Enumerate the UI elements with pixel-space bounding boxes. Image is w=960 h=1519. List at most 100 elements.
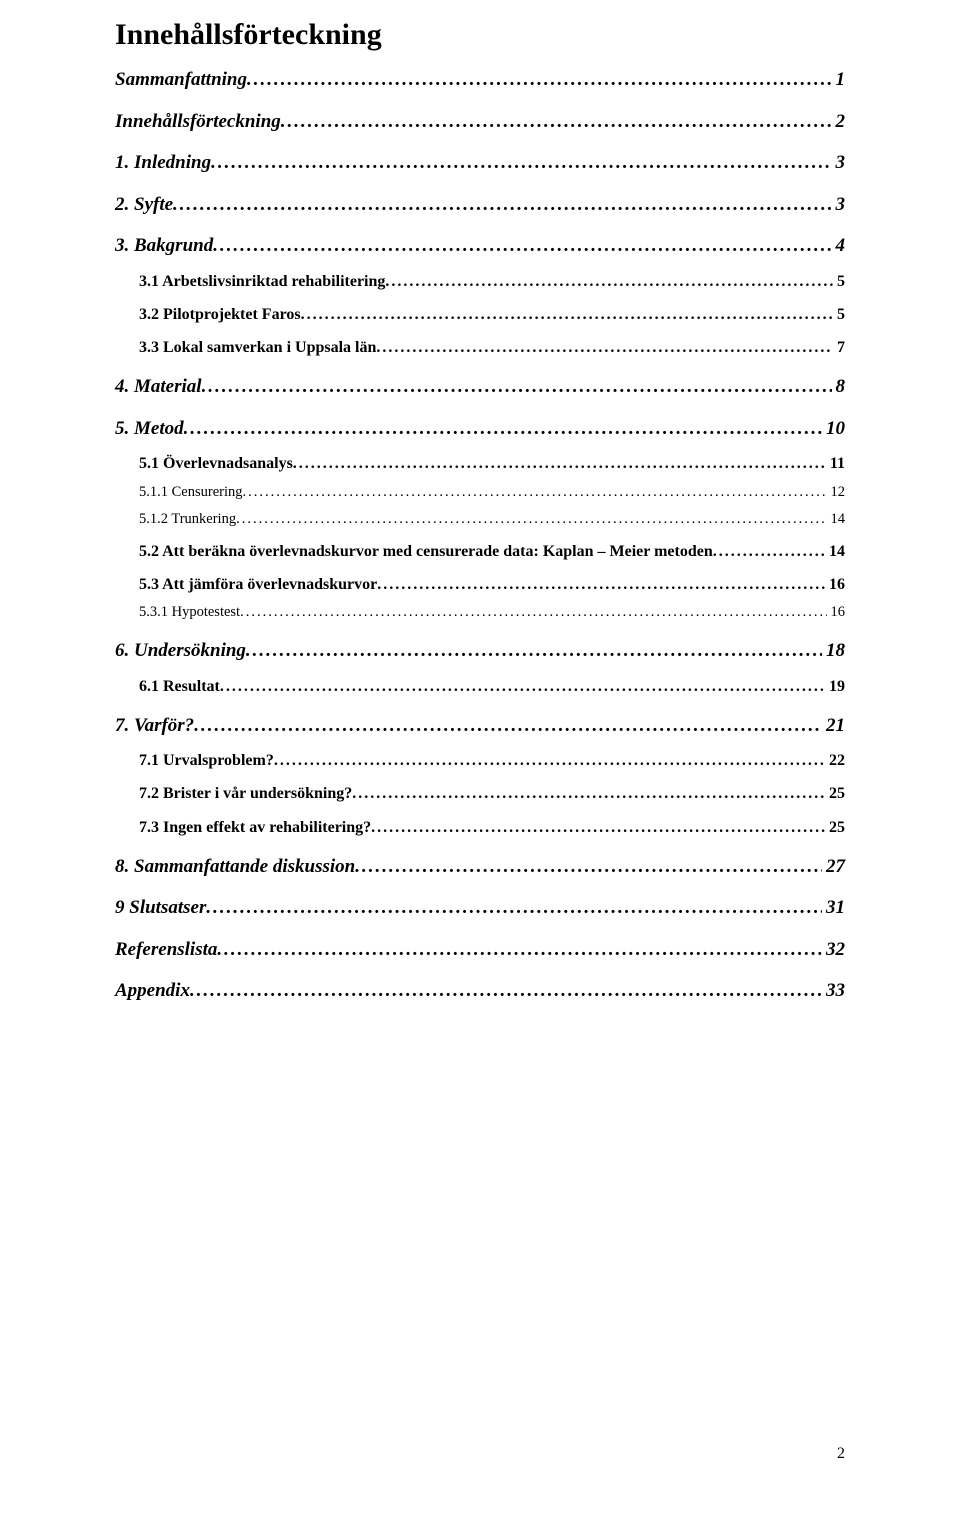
toc-entry-page: 31	[822, 894, 845, 922]
toc-leader: ........................................…	[211, 149, 831, 177]
toc-entry: Sammanfattning .........................…	[115, 66, 845, 94]
toc-entry-page: 16	[827, 602, 846, 623]
toc-entry: 7.1 Urvalsproblem? .....................…	[115, 749, 845, 772]
toc-entry: 3.1 Arbetslivsinriktad rehabilitering ..…	[115, 270, 845, 293]
toc-entry-page: 7	[833, 336, 845, 359]
toc-entry: 6.1 Resultat ...........................…	[115, 675, 845, 698]
toc-leader: ........................................…	[355, 853, 822, 881]
toc-leader: ........................................…	[371, 816, 825, 839]
toc-entry: 5.2 Att beräkna överlevnadskurvor med ce…	[115, 540, 845, 563]
toc-entry: 3. Bakgrund ............................…	[115, 232, 845, 260]
toc-leader: ........................................…	[243, 482, 827, 503]
toc-leader: ........................................…	[240, 602, 826, 623]
toc-entry-label: 6.1 Resultat	[139, 675, 220, 698]
toc-leader: ........................................…	[173, 191, 831, 219]
toc-entry: Innehållsförteckning ...................…	[115, 108, 845, 136]
toc-entry: 7.2 Brister i vår undersökning? ........…	[115, 782, 845, 805]
toc-entry-page: 32	[822, 936, 845, 964]
toc-entry: 5. Metod ...............................…	[115, 415, 845, 443]
toc-leader: ........................................…	[220, 675, 825, 698]
toc-leader: ........................................…	[247, 66, 832, 94]
toc-entry: 5.1.1 Censurering ......................…	[115, 482, 845, 503]
toc-leader: ........................................…	[246, 637, 822, 665]
toc-leader: ........................................…	[206, 894, 822, 922]
toc-entry: 5.1 Överlevnadsanalys ..................…	[115, 452, 845, 475]
toc-entry-page: 3	[832, 191, 846, 219]
toc-entry-page: 14	[825, 540, 845, 563]
toc-entry: 6. Undersökning ........................…	[115, 637, 845, 665]
toc-entry-page: 1	[832, 66, 846, 94]
toc-leader: ........................................…	[352, 782, 825, 805]
toc-leader: ........................................…	[190, 977, 822, 1005]
toc-entry-label: 5.2 Att beräkna överlevnadskurvor med ce…	[139, 540, 713, 563]
toc-leader: ........................................…	[281, 108, 832, 136]
toc-entry-label: Appendix	[115, 977, 190, 1005]
toc-leader: ........................................…	[293, 452, 826, 475]
toc-leader: ........................................…	[213, 232, 831, 260]
toc-entry-page: 33	[822, 977, 845, 1005]
toc-entry-label: 7.1 Urvalsproblem?	[139, 749, 274, 772]
toc-leader: ........................................…	[301, 303, 833, 326]
toc-entry-label: Referenslista	[115, 936, 217, 964]
toc-leader: ........................................…	[713, 540, 825, 563]
toc-entry-page: 4	[832, 232, 846, 260]
toc-entry-page: 25	[825, 816, 845, 839]
toc-entry-page: 8	[832, 373, 846, 401]
toc-entry-label: 5.1 Överlevnadsanalys	[139, 452, 293, 475]
toc-entry-label: Sammanfattning	[115, 66, 247, 94]
table-of-contents: Sammanfattning .........................…	[115, 66, 845, 1005]
toc-entry-page: 11	[826, 452, 845, 475]
toc-entry: 9 Slutsatser ...........................…	[115, 894, 845, 922]
toc-entry: Referenslista ..........................…	[115, 936, 845, 964]
toc-entry-label: 3.2 Pilotprojektet Faros	[139, 303, 301, 326]
toc-entry: 7.3 Ingen effekt av rehabilitering? ....…	[115, 816, 845, 839]
toc-entry-label: 6. Undersökning	[115, 637, 246, 665]
toc-entry-page: 16	[825, 573, 845, 596]
toc-entry-page: 14	[827, 509, 846, 530]
toc-entry-page: 18	[822, 637, 845, 665]
toc-entry-label: 5.1.2 Trunkering	[139, 509, 236, 530]
toc-entry-page: 27	[822, 853, 845, 881]
toc-entry-label: 5.3.1 Hypotestest	[139, 602, 240, 623]
toc-entry-page: 3	[832, 149, 846, 177]
toc-entry-label: 9 Slutsatser	[115, 894, 206, 922]
toc-entry: 5.3 Att jämföra överlevnadskurvor ......…	[115, 573, 845, 596]
toc-leader: ........................................…	[385, 270, 833, 293]
toc-leader: ........................................…	[202, 373, 832, 401]
toc-leader: ........................................…	[377, 573, 825, 596]
toc-entry-page: 5	[833, 270, 845, 293]
toc-entry-page: 2	[832, 108, 846, 136]
toc-entry: 7. Varför? .............................…	[115, 712, 845, 740]
toc-entry-label: 7. Varför?	[115, 712, 194, 740]
toc-entry-page: 10	[822, 415, 845, 443]
toc-entry-label: 3. Bakgrund	[115, 232, 213, 260]
toc-entry: 3.2 Pilotprojektet Faros ...............…	[115, 303, 845, 326]
toc-entry-label: 1. Inledning	[115, 149, 211, 177]
toc-entry-page: 21	[822, 712, 845, 740]
toc-leader: ........................................…	[217, 936, 822, 964]
page-number: 2	[115, 1445, 845, 1463]
toc-entry: 8. Sammanfattande diskussion ...........…	[115, 853, 845, 881]
toc-entry: 2. Syfte ...............................…	[115, 191, 845, 219]
toc-title: Innehållsförteckning	[115, 18, 845, 52]
toc-leader: ........................................…	[184, 415, 822, 443]
toc-entry-page: 22	[825, 749, 845, 772]
toc-entry-label: 4. Material	[115, 373, 202, 401]
toc-entry-label: 5.3 Att jämföra överlevnadskurvor	[139, 573, 377, 596]
toc-entry: 4. Material ............................…	[115, 373, 845, 401]
toc-entry-page: 12	[827, 482, 846, 503]
toc-leader: ........................................…	[376, 336, 833, 359]
toc-entry-page: 25	[825, 782, 845, 805]
toc-leader: ........................................…	[274, 749, 825, 772]
toc-entry-label: 3.1 Arbetslivsinriktad rehabilitering	[139, 270, 385, 293]
toc-entry: 5.3.1 Hypotestest ......................…	[115, 602, 845, 623]
toc-entry-label: Innehållsförteckning	[115, 108, 281, 136]
toc-entry-label: 5. Metod	[115, 415, 184, 443]
toc-entry-label: 2. Syfte	[115, 191, 173, 219]
toc-entry: 5.1.2 Trunkering .......................…	[115, 509, 845, 530]
toc-leader: ........................................…	[194, 712, 822, 740]
toc-entry-page: 19	[825, 675, 845, 698]
toc-entry: 3.3 Lokal samverkan i Uppsala län ......…	[115, 336, 845, 359]
toc-entry: Appendix ...............................…	[115, 977, 845, 1005]
toc-entry-label: 3.3 Lokal samverkan i Uppsala län	[139, 336, 376, 359]
